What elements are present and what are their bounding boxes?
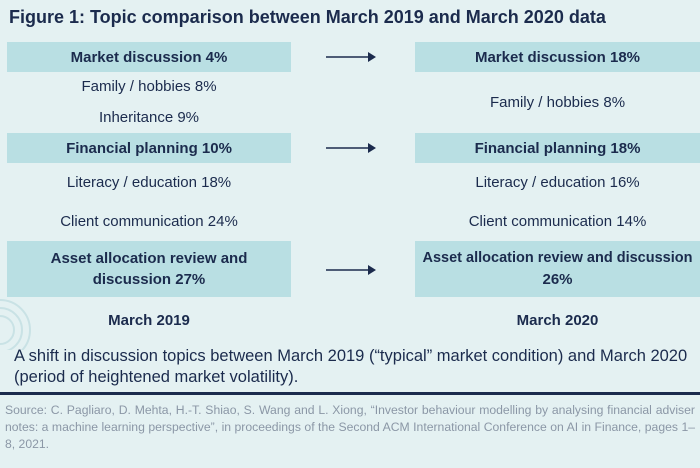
- right-family-hobbies: Family / hobbies 8%: [489, 94, 626, 111]
- left-asset-allocation: Asset allocation review and discussion 2…: [7, 241, 291, 297]
- divider: [0, 392, 700, 395]
- left-financial-planning-label: Financial planning 10%: [66, 139, 232, 157]
- right-financial-planning-label: Financial planning 18%: [474, 139, 641, 157]
- left-market-discussion-label: Market discussion 4%: [70, 48, 228, 66]
- arrow-right-icon: [326, 143, 376, 153]
- source-citation: Source: C. Pagliaro, D. Mehta, H.-T. Shi…: [5, 403, 695, 451]
- decorative-circles-icon: [0, 299, 31, 350]
- right-market-discussion: Market discussion 18%: [415, 42, 700, 72]
- right-literacy-education: Literacy / education 16%: [475, 174, 640, 191]
- right-financial-planning: Financial planning 18%: [415, 133, 700, 163]
- left-literacy-education: Literacy / education 18%: [66, 174, 232, 191]
- left-financial-planning: Financial planning 10%: [7, 133, 291, 163]
- left-client-communication: Client communication 24%: [60, 213, 238, 230]
- left-asset-allocation-line2: discussion 27%: [92, 271, 206, 288]
- right-asset-allocation-line1: Asset allocation review and discussion: [422, 250, 693, 266]
- left-inheritance: Inheritance 9%: [98, 109, 200, 126]
- right-asset-allocation-line2: 26%: [542, 271, 573, 288]
- right-market-discussion-label: Market discussion 18%: [474, 48, 641, 66]
- right-column-label: March 2020: [516, 312, 599, 329]
- left-family-hobbies: Family / hobbies 8%: [81, 78, 217, 95]
- left-column-label: March 2019: [108, 312, 190, 329]
- figure-caption: A shift in discussion topics between Mar…: [14, 347, 688, 386]
- arrow-right-icon: [326, 265, 376, 275]
- left-asset-allocation-line1: Asset allocation review and: [50, 250, 248, 267]
- figure-title: Figure 1: Topic comparison between March…: [9, 7, 606, 27]
- left-market-discussion: Market discussion 4%: [7, 42, 291, 72]
- arrow-right-icon: [326, 52, 376, 62]
- right-client-communication: Client communication 14%: [468, 213, 647, 230]
- right-asset-allocation: Asset allocation review and discussion 2…: [415, 241, 700, 297]
